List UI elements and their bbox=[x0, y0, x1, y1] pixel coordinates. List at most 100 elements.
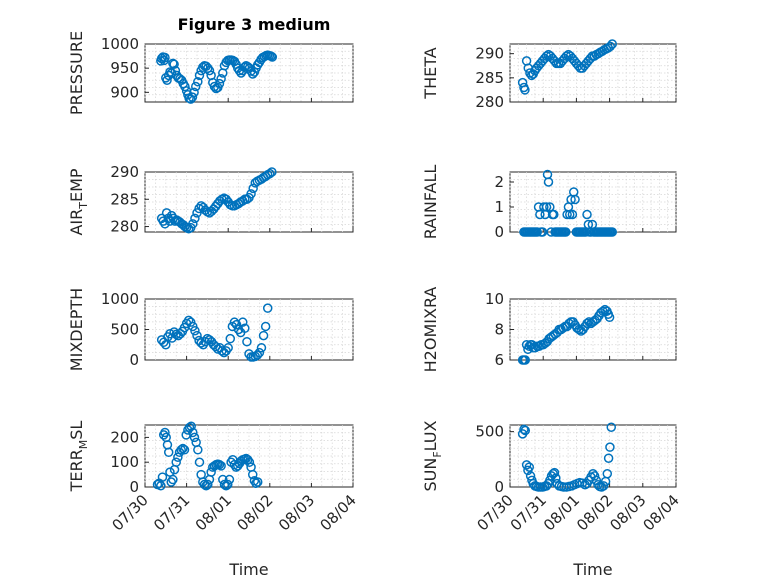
data-point bbox=[598, 481, 609, 491]
y-tick-label: 200 bbox=[110, 428, 139, 446]
data-point bbox=[565, 209, 575, 220]
y-tick-label: 500 bbox=[110, 321, 139, 339]
y-tick-label: 6 bbox=[494, 351, 504, 369]
y-tick-label: 10 bbox=[485, 290, 504, 308]
data-point bbox=[551, 473, 561, 483]
y-tick-label: 1 bbox=[494, 198, 504, 216]
data-point bbox=[188, 219, 198, 229]
data-point bbox=[157, 472, 168, 482]
y-tick-label: 0 bbox=[494, 478, 504, 496]
data-point bbox=[520, 425, 531, 436]
y-tick-label: 1000 bbox=[101, 35, 139, 53]
y-axis-label-3: AIRTEMP bbox=[67, 168, 90, 235]
x-tick-label: 07/31 bbox=[150, 491, 193, 534]
data-point bbox=[607, 39, 618, 49]
data-point bbox=[520, 355, 531, 365]
data-point bbox=[247, 469, 258, 480]
data-point bbox=[549, 209, 559, 220]
data-point bbox=[570, 194, 580, 205]
data-point bbox=[260, 321, 271, 332]
data-point bbox=[189, 87, 199, 98]
data-point bbox=[267, 52, 278, 62]
y-tick-label: 950 bbox=[110, 59, 139, 77]
y-axis-label-7: TERRMSL bbox=[67, 421, 90, 493]
data-point bbox=[258, 330, 269, 341]
data-point bbox=[225, 333, 236, 344]
data-point bbox=[519, 424, 529, 435]
x-tick-label: 07/30 bbox=[109, 491, 152, 534]
x-tick-label: 07/31 bbox=[507, 491, 550, 534]
data-point bbox=[561, 227, 571, 237]
data-point bbox=[251, 478, 261, 489]
y-tick-label: 900 bbox=[110, 83, 139, 101]
data-point bbox=[166, 477, 176, 487]
data-point bbox=[190, 213, 200, 224]
y-tick-label: 0 bbox=[129, 478, 139, 496]
data-point bbox=[171, 457, 181, 467]
data-point bbox=[535, 209, 545, 220]
data-point bbox=[204, 65, 215, 76]
y-tick-label: 290 bbox=[110, 163, 139, 181]
y-tick-label: 280 bbox=[110, 218, 139, 236]
data-point bbox=[192, 330, 202, 341]
x-axis-label: Time bbox=[572, 560, 612, 579]
x-tick-label: 07/30 bbox=[474, 491, 517, 534]
y-axis-label-2: THETA bbox=[421, 47, 440, 99]
subplot-5: 0 500 1000 MIXDEPTH bbox=[67, 288, 354, 371]
y-tick-label: 2 bbox=[494, 173, 504, 191]
y-tick-label: 285 bbox=[475, 69, 504, 87]
y-axis-label-4: RAINFALL bbox=[421, 165, 440, 240]
y-axis-label-1: PRESSURE bbox=[67, 31, 86, 115]
y-tick-label: 285 bbox=[110, 190, 139, 208]
data-point bbox=[254, 347, 265, 358]
subplot-4: 0 1 2 RAINFALL bbox=[421, 165, 677, 241]
data-point bbox=[605, 41, 616, 52]
data-point bbox=[163, 447, 174, 458]
data-point bbox=[161, 208, 172, 218]
data-point bbox=[214, 78, 225, 89]
data-point bbox=[605, 442, 615, 452]
plot-area bbox=[509, 424, 677, 488]
y-tick-label: 8 bbox=[494, 321, 504, 339]
data-point bbox=[549, 467, 560, 478]
y-axis-label-6: H2OMIXRA bbox=[421, 287, 440, 373]
data-point bbox=[561, 51, 572, 61]
y-tick-label: 500 bbox=[475, 423, 504, 441]
y-axis-label-5: MIXDEPTH bbox=[67, 288, 86, 371]
data-point bbox=[219, 479, 230, 490]
data-point bbox=[178, 443, 188, 454]
data-point bbox=[262, 303, 273, 313]
y-axis-label-8: SUNFLUX bbox=[421, 420, 444, 491]
y-tick-label: 1000 bbox=[101, 290, 139, 308]
data-point bbox=[176, 445, 186, 455]
subplot-6: 6 8 10 H2OMIXRA bbox=[421, 287, 677, 373]
data-point bbox=[267, 167, 277, 177]
data-point bbox=[216, 74, 226, 84]
data-point bbox=[160, 52, 170, 63]
y-tick-label: 280 bbox=[475, 93, 504, 111]
data-point bbox=[179, 445, 190, 455]
data-point bbox=[193, 76, 203, 87]
data-point bbox=[188, 427, 198, 438]
data-point bbox=[248, 183, 258, 194]
data-point bbox=[214, 459, 225, 470]
x-tick-label: 08/02 bbox=[573, 491, 616, 534]
data-point bbox=[194, 70, 205, 81]
data-point bbox=[238, 317, 248, 327]
data-point bbox=[265, 168, 275, 179]
data-point bbox=[606, 422, 617, 432]
data-point bbox=[173, 452, 183, 462]
data-point bbox=[541, 51, 552, 61]
data-point bbox=[194, 457, 205, 467]
x-tick-label: 08/03 bbox=[275, 491, 318, 534]
x-tick-label: 08/02 bbox=[233, 491, 276, 534]
data-point bbox=[598, 306, 608, 316]
data-point bbox=[223, 479, 233, 490]
data-point bbox=[584, 317, 594, 327]
data-point bbox=[199, 479, 210, 490]
data-point bbox=[266, 51, 276, 61]
data-point bbox=[607, 227, 618, 237]
